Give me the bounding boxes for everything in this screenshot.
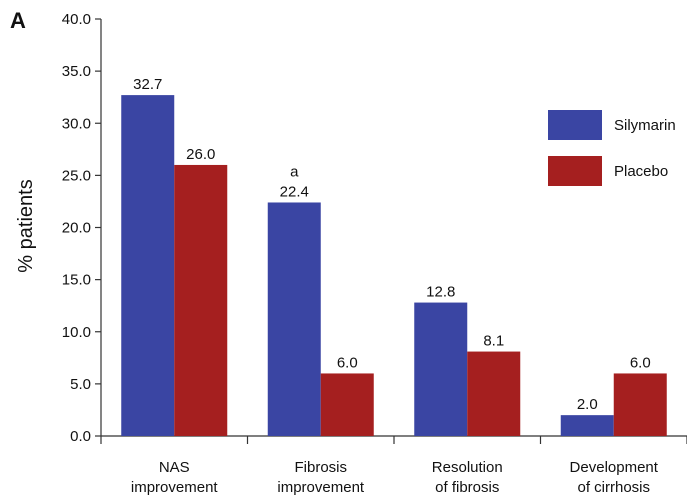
x-category-label: Fibrosis: [294, 459, 347, 476]
data-label: 12.8: [426, 284, 455, 301]
y-axis-title: % patients: [15, 179, 37, 272]
x-category-label: improvement: [131, 479, 219, 496]
y-axis: 0.0 5.0 10.0 15.0 20.0 25.0 30.0 35.0 40.0: [62, 11, 102, 445]
data-labels-group: 32.7 26.0 22.4 6.0 12.8 8.1 2.0 6.0 a: [133, 76, 651, 413]
x-axis: NAS improvement Fibrosis improvement Resolut…: [100, 435, 687, 496]
legend: Silymarin Placebo: [548, 110, 676, 186]
bar-silymarin-1: [267, 202, 321, 436]
y-tick-label: 40.0: [62, 11, 91, 28]
x-category-label: of fibrosis: [435, 479, 499, 496]
bar-silymarin-0: [121, 95, 175, 436]
bar-silymarin-2: [414, 302, 468, 436]
x-category-label: Development: [570, 459, 659, 476]
data-label: 2.0: [577, 396, 598, 413]
y-tick-label: 20.0: [62, 220, 91, 237]
significance-annotation: a: [290, 163, 299, 180]
bar-placebo-2: [467, 351, 521, 436]
y-tick-label: 10.0: [62, 324, 91, 341]
y-tick-label: 15.0: [62, 272, 91, 289]
y-tick-label: 35.0: [62, 63, 91, 80]
data-label: 8.1: [483, 333, 504, 350]
legend-label-silymarin: Silymarin: [614, 117, 676, 134]
data-label: 6.0: [630, 354, 651, 371]
bar-placebo-3: [613, 373, 667, 436]
y-tick-label: 30.0: [62, 115, 91, 132]
panel-letter: A: [10, 8, 26, 33]
bar-placebo-1: [320, 373, 374, 436]
data-label: 6.0: [337, 354, 358, 371]
legend-label-placebo: Placebo: [614, 163, 668, 180]
y-tick-label: 5.0: [70, 376, 91, 393]
bar-silymarin-3: [560, 415, 614, 436]
data-label: 32.7: [133, 76, 162, 93]
bar-placebo-0: [174, 164, 228, 436]
x-category-label: NAS: [159, 459, 190, 476]
legend-swatch-placebo: [548, 156, 602, 186]
y-tick-label: 25.0: [62, 167, 91, 184]
y-tick-label: 0.0: [70, 428, 91, 445]
data-label: 22.4: [280, 183, 309, 200]
x-category-label: improvement: [277, 479, 365, 496]
legend-swatch-silymarin: [548, 110, 602, 140]
x-category-label: of cirrhosis: [577, 479, 650, 496]
x-category-label: Resolution: [432, 459, 503, 476]
bars-group: [121, 95, 667, 436]
data-label: 26.0: [186, 146, 215, 163]
